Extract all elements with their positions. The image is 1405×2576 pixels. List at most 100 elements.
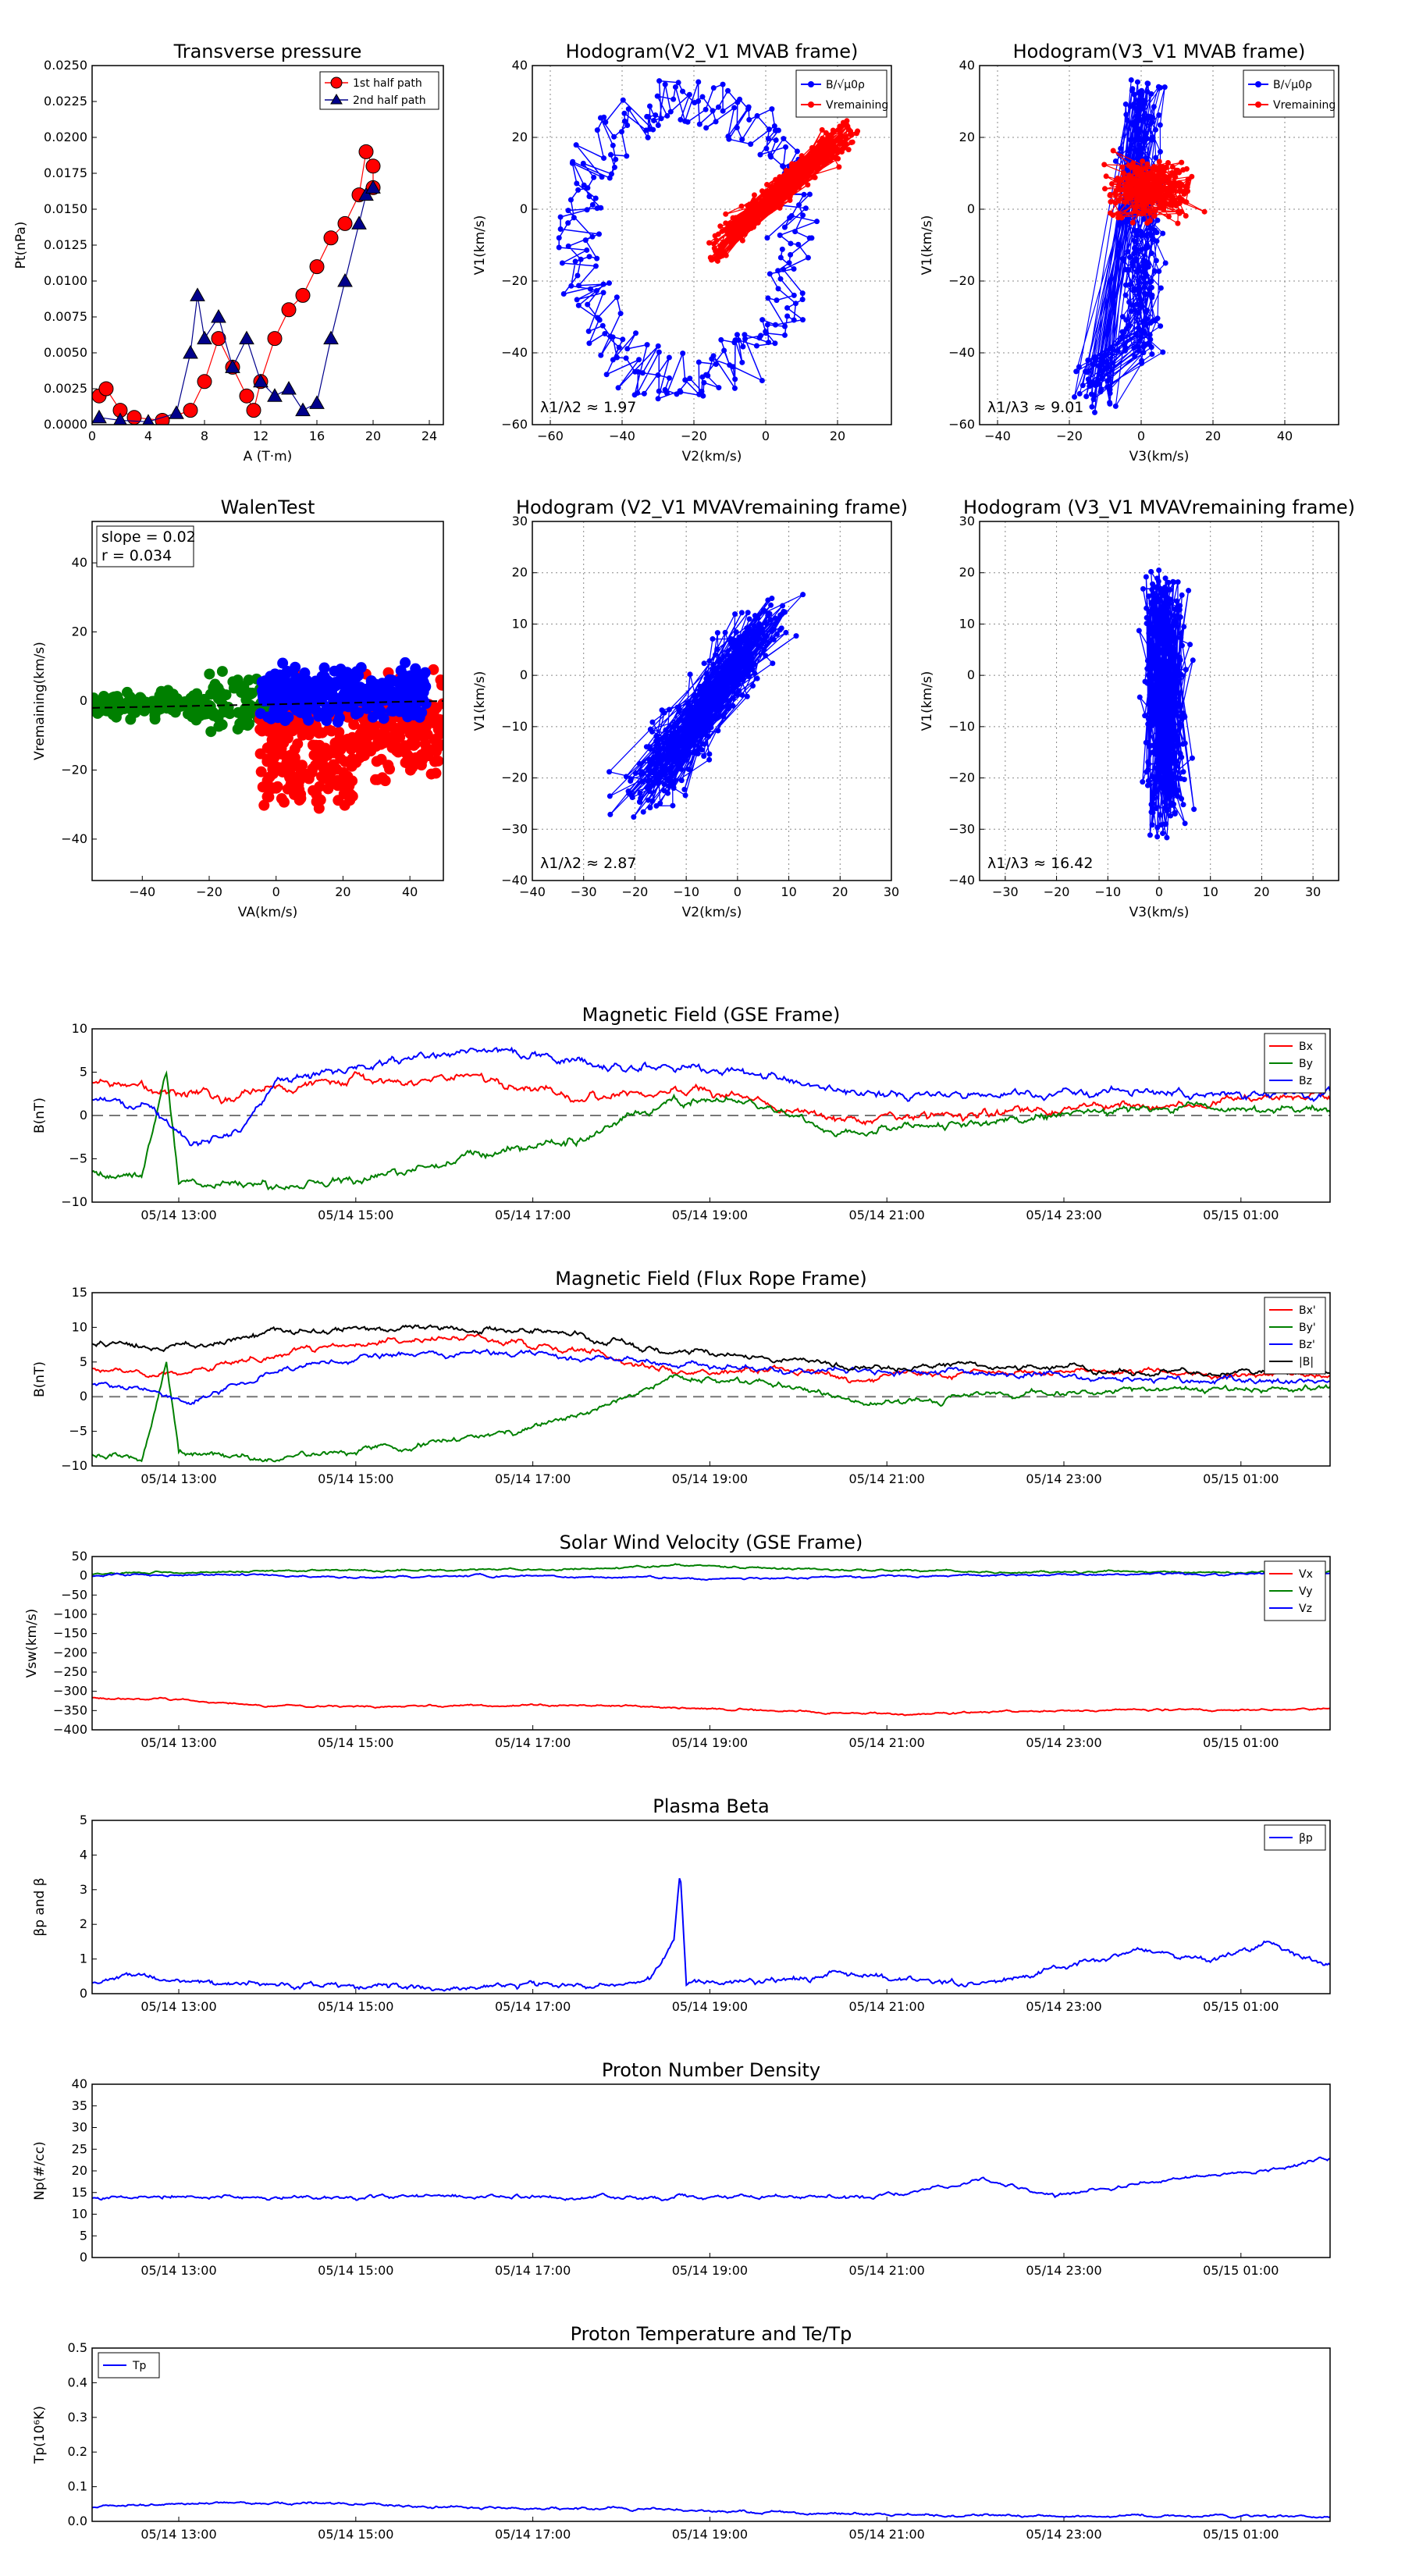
- y-tick-label: 50: [72, 1549, 87, 1564]
- data-point: [669, 744, 675, 750]
- data-point: [365, 745, 377, 757]
- data-point: [737, 660, 743, 667]
- legend-label: Bx': [1299, 1304, 1316, 1317]
- data-point: [702, 106, 709, 112]
- data-point: [1170, 194, 1176, 201]
- data-point: [782, 176, 788, 183]
- y-tick-label: 3: [80, 1882, 87, 1897]
- y-tick-label: 10: [959, 616, 975, 631]
- data-point: [316, 770, 328, 782]
- data-point: [682, 792, 688, 799]
- data-point: [267, 783, 279, 795]
- data-point: [1186, 588, 1192, 594]
- data-point: [639, 370, 646, 376]
- data-point: [607, 333, 614, 340]
- data-point: [1163, 806, 1169, 812]
- y-tick-label: −5: [69, 1424, 87, 1439]
- series-line-Vz: [92, 1571, 1330, 1581]
- data-point: [703, 671, 710, 677]
- data-point: [1076, 390, 1083, 397]
- data-point: [1090, 361, 1097, 368]
- data-point: [1097, 389, 1104, 395]
- data-point: [720, 689, 726, 696]
- data-point: [1147, 336, 1154, 343]
- data-point: [764, 322, 770, 328]
- data-point: [1144, 161, 1151, 167]
- data-point: [1154, 738, 1161, 745]
- data-point: [751, 192, 757, 198]
- data-point: [1149, 822, 1155, 828]
- y-tick-label: 5: [80, 2228, 87, 2243]
- data-point: [326, 687, 338, 699]
- data-point: [557, 226, 564, 233]
- x-tick-label: 05/14 19:00: [672, 1735, 748, 1750]
- y-tick-label: 5: [80, 1354, 87, 1369]
- data-point: [1166, 786, 1172, 792]
- data-point: [714, 646, 720, 653]
- data-point: [1132, 238, 1138, 244]
- data-point: [215, 695, 226, 706]
- data-point: [666, 354, 672, 361]
- data-point: [1134, 203, 1140, 209]
- data-point: [700, 393, 706, 399]
- data-point: [718, 336, 724, 343]
- data-point: [661, 772, 667, 778]
- data-point: [728, 676, 735, 682]
- data-point: [1104, 378, 1111, 384]
- legend-marker: [1255, 81, 1261, 87]
- x-tick-label: 05/14 17:00: [495, 1471, 571, 1486]
- data-point: [284, 681, 296, 692]
- data-point: [267, 331, 283, 347]
- x-tick-label: 05/14 19:00: [672, 2527, 748, 2542]
- data-point: [746, 116, 752, 123]
- data-point: [1181, 190, 1187, 197]
- data-point: [255, 766, 267, 777]
- axes-frame: [91, 1556, 1331, 1731]
- data-point: [582, 237, 589, 244]
- data-point: [316, 691, 328, 703]
- y-tick-label: −20: [948, 273, 975, 288]
- data-point: [1158, 759, 1164, 765]
- data-point: [1165, 159, 1171, 165]
- data-point: [1151, 208, 1158, 214]
- data-point: [778, 193, 784, 199]
- data-point: [318, 682, 329, 694]
- data-point: [1185, 176, 1191, 183]
- data-point: [801, 158, 807, 164]
- data-point: [1159, 656, 1165, 663]
- data-point: [701, 741, 707, 747]
- data-point: [782, 609, 788, 615]
- data-point: [1153, 696, 1159, 702]
- x-tick-label: 12: [253, 429, 269, 443]
- x-tick-label: 05/14 13:00: [140, 1735, 216, 1750]
- data-point: [653, 112, 659, 119]
- data-point: [686, 91, 692, 98]
- data-point: [656, 349, 662, 355]
- data-point: [1140, 350, 1147, 356]
- data-point: [125, 713, 137, 725]
- data-point: [820, 135, 826, 141]
- data-point: [712, 700, 718, 706]
- chart-walen: WalenTest −40 −20 0 20 40 −40 −20 0 20 40 VA(km/s) V…: [32, 496, 444, 920]
- data-point: [611, 133, 617, 140]
- data-point: [801, 191, 807, 197]
- data-point: [254, 708, 266, 720]
- data-point: [1145, 759, 1151, 765]
- data-point: [1121, 170, 1127, 176]
- chart-bfr: Magnetic Field (Flux Rope Frame) −10 −5 0 5 1…: [32, 1268, 1331, 1486]
- data-point: [1146, 194, 1152, 200]
- data-point: [781, 136, 787, 142]
- data-point: [835, 155, 841, 162]
- y-tick-label: 25: [72, 2141, 87, 2156]
- data-point: [1150, 681, 1156, 688]
- data-point: [601, 114, 607, 120]
- eigenvalue-ratio: λ1/λ3 ≈ 16.42: [987, 855, 1093, 872]
- data-point: [1131, 345, 1137, 351]
- data-point: [753, 343, 759, 349]
- data-point: [1126, 254, 1133, 261]
- data-point: [265, 690, 276, 702]
- data-point: [646, 786, 652, 792]
- data-point: [799, 297, 806, 303]
- data-point: [1139, 304, 1145, 310]
- data-point: [675, 80, 681, 86]
